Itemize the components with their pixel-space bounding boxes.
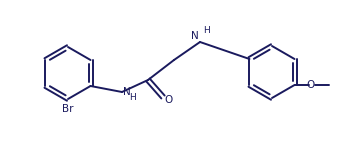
Text: Br: Br [62, 104, 74, 114]
Text: H: H [203, 26, 210, 35]
Text: H: H [129, 92, 136, 101]
Text: O: O [306, 80, 315, 90]
Text: O: O [164, 95, 172, 105]
Text: N: N [191, 31, 199, 41]
Text: N: N [123, 87, 131, 97]
